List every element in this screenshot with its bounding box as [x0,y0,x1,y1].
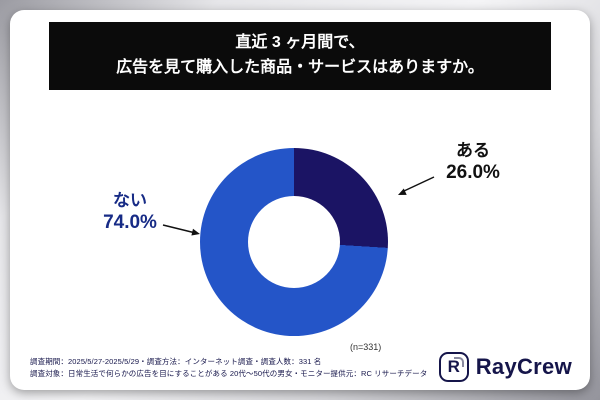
content-card: 直近 3 ヶ月間で、 広告を見て購入した商品・サービスはありますか。 ある 26… [10,10,590,390]
title-line-1: 直近 3 ヶ月間で、 [235,34,365,51]
donut-hole [248,196,340,288]
callout-no-label: ない [113,191,147,210]
sample-size-note: (n=331) [350,342,382,352]
survey-question-title: 直近 3 ヶ月間で、 広告を見て購入した商品・サービスはありますか。 [49,22,551,90]
title-line-2: 広告を見て購入した商品・サービスはありますか。 [116,58,484,76]
logo-wordmark: RayCrew [475,354,572,379]
methodology-line-1: 調査期間：2025/5/27-2025/5/29・調査方法：インターネット調査・… [30,357,322,366]
methodology-line-2: 調査対象：日常生活で何らかの広告を目にすることがある 20代〜50代の男女・モニ… [30,369,428,378]
callout-yes: ある 26.0% [418,140,528,186]
callout-no: ない 74.0% [65,190,195,236]
raycrew-logo-icon: R [438,352,469,382]
callout-yes-label: ある [456,141,490,160]
logo-letter: R [447,357,460,376]
arrow-head-yes [398,188,407,195]
callout-no-value: 74.0% [103,212,157,234]
survey-methodology-notes: 調査期間：2025/5/27-2025/5/29・調査方法：インターネット調査・… [30,356,427,380]
raycrew-logo: R RayCrew [438,352,572,382]
callout-yes-value: 26.0% [446,162,500,184]
donut-chart [200,148,388,336]
